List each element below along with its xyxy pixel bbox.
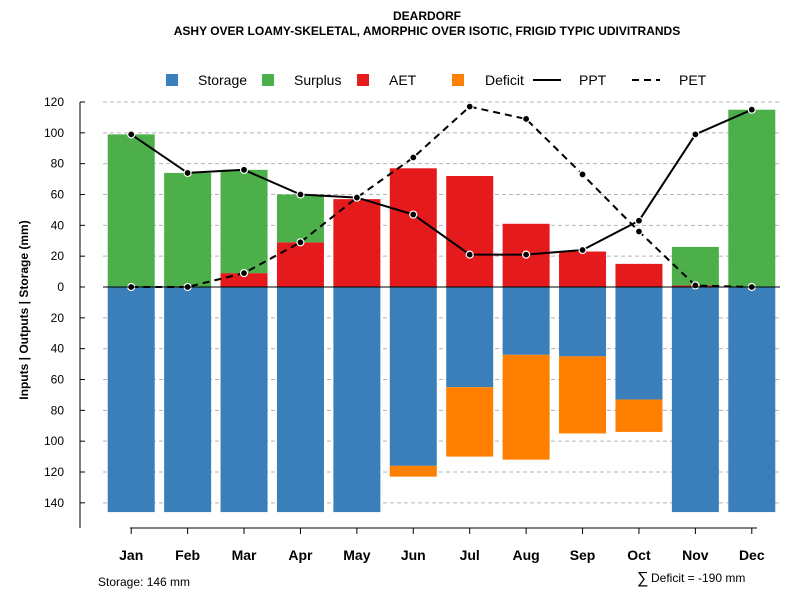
y-tick-label: 140 [44, 496, 64, 510]
legend-label-ppt: PPT [579, 72, 607, 88]
storage-bar-apr [276, 287, 324, 513]
y-tick-label: 120 [44, 95, 64, 109]
chart-subtitle: ASHY OVER LOAMY-SKELETAL, AMORPHIC OVER … [174, 24, 680, 38]
x-tick-label-aug: Aug [513, 547, 540, 563]
deficit-symbol: ∑ [637, 570, 648, 587]
pet-point-jun [409, 153, 418, 162]
y-tick-label: 60 [51, 188, 65, 202]
storage-bar-nov [671, 287, 719, 513]
storage-bar-aug [502, 287, 550, 355]
x-tick-label-apr: Apr [288, 547, 313, 563]
legend-swatch-storage [166, 74, 178, 86]
legend-swatch-aet [357, 74, 369, 86]
y-tick-label: 40 [51, 218, 65, 232]
ppt-point-jul [465, 250, 474, 259]
legend-swatch-deficit [452, 74, 464, 86]
storage-bar-mar [220, 287, 268, 513]
ppt-point-mar [239, 165, 249, 174]
x-tick-label-may: May [343, 547, 370, 563]
ppt-point-jan [127, 130, 136, 139]
pet-point-nov [691, 281, 700, 290]
x-tick-label-dec: Dec [739, 547, 765, 563]
y-tick-label: 80 [51, 157, 65, 171]
surplus-bar-mar [220, 169, 268, 274]
y-tick-label: 60 [51, 373, 65, 387]
ppt-point-may [352, 193, 361, 202]
x-tick-label-jan: Jan [119, 547, 143, 563]
aet-bar-oct [615, 263, 663, 287]
series-lines [127, 102, 756, 292]
x-tick-label-mar: Mar [232, 547, 257, 563]
x-tick-label-feb: Feb [175, 547, 200, 563]
pet-point-mar [239, 269, 249, 278]
storage-bar-jan [107, 287, 155, 513]
ppt-point-jun [409, 210, 418, 219]
legend-label-surplus: Surplus [294, 72, 341, 88]
pet-point-jul [465, 102, 474, 111]
bars [107, 109, 776, 513]
y-tick-label: 20 [51, 311, 65, 325]
surplus-bar-dec [728, 109, 776, 287]
ppt-point-nov [691, 130, 700, 139]
storage-bar-oct [615, 287, 663, 400]
deficit-bar-oct [615, 399, 663, 432]
storage-bar-may [333, 287, 381, 513]
x-tick-label-nov: Nov [682, 547, 709, 563]
grid-lines [103, 101, 780, 504]
chart-title: DEARDORF [393, 9, 461, 23]
storage-total: Storage: 146 mm [98, 575, 190, 589]
y-tick-label: 100 [44, 126, 64, 140]
ppt-point-oct [634, 216, 644, 225]
pet-point-aug [522, 114, 531, 124]
storage-bar-feb [164, 287, 212, 513]
pet-point-oct [634, 227, 644, 236]
aet-bar-apr [276, 242, 324, 287]
surplus-bar-nov [671, 246, 719, 286]
deficit-bar-jun [389, 465, 437, 477]
y-tick-label: 0 [57, 280, 64, 294]
ppt-line [130, 108, 753, 256]
aet-bar-may [333, 199, 381, 287]
legend-label-pet: PET [679, 72, 707, 88]
y-tick-label: 40 [51, 342, 65, 356]
aet-bar-jul [446, 176, 494, 287]
x-tick-label-jun: Jun [401, 547, 426, 563]
aet-bar-jun [389, 168, 437, 287]
deficit-total: Deficit = -190 mm [651, 571, 745, 585]
x-tick-label-jul: Jul [460, 547, 480, 563]
deficit-bar-jul [446, 387, 494, 457]
pet-line [131, 105, 752, 288]
storage-bar-jul [446, 287, 494, 388]
ppt-point-feb [183, 168, 192, 178]
surplus-bar-feb [164, 172, 212, 287]
pet-point-apr [296, 238, 305, 247]
y-tick-label: 120 [44, 465, 64, 479]
legend-swatch-surplus [262, 74, 274, 86]
legend: Storage Surplus AET Deficit PPT PET [166, 72, 707, 88]
pet-point-sep [578, 170, 587, 179]
y-tick-label: 20 [51, 249, 65, 263]
storage-bar-sep [559, 287, 607, 357]
surplus-bar-jan [107, 134, 155, 287]
y-tick-label: 80 [51, 403, 65, 417]
ppt-point-apr [296, 190, 305, 199]
surplus-bar-apr [276, 194, 324, 243]
storage-bar-jun [389, 287, 437, 466]
x-tick-label-oct: Oct [627, 547, 651, 563]
ppt-point-dec [747, 105, 756, 114]
ppt-point-sep [578, 245, 587, 255]
ppt-point-aug [522, 250, 531, 259]
deficit-bar-sep [559, 356, 607, 434]
legend-label-deficit: Deficit [485, 72, 524, 88]
deficit-bar-aug [502, 354, 550, 460]
y-axis-label: Inputs | Outputs | Storage (mm) [17, 220, 31, 399]
storage-bar-dec [728, 287, 776, 513]
legend-label-aet: AET [389, 72, 417, 88]
legend-label-storage: Storage [198, 72, 247, 88]
axes: 120 100 80 60 40 20 0 20 40 60 80 100 120 140 Jan Feb Ma… [44, 95, 780, 563]
x-tick-label-sep: Sep [570, 547, 596, 563]
aet-bar-sep [559, 251, 607, 287]
y-tick-label: 100 [44, 434, 64, 448]
